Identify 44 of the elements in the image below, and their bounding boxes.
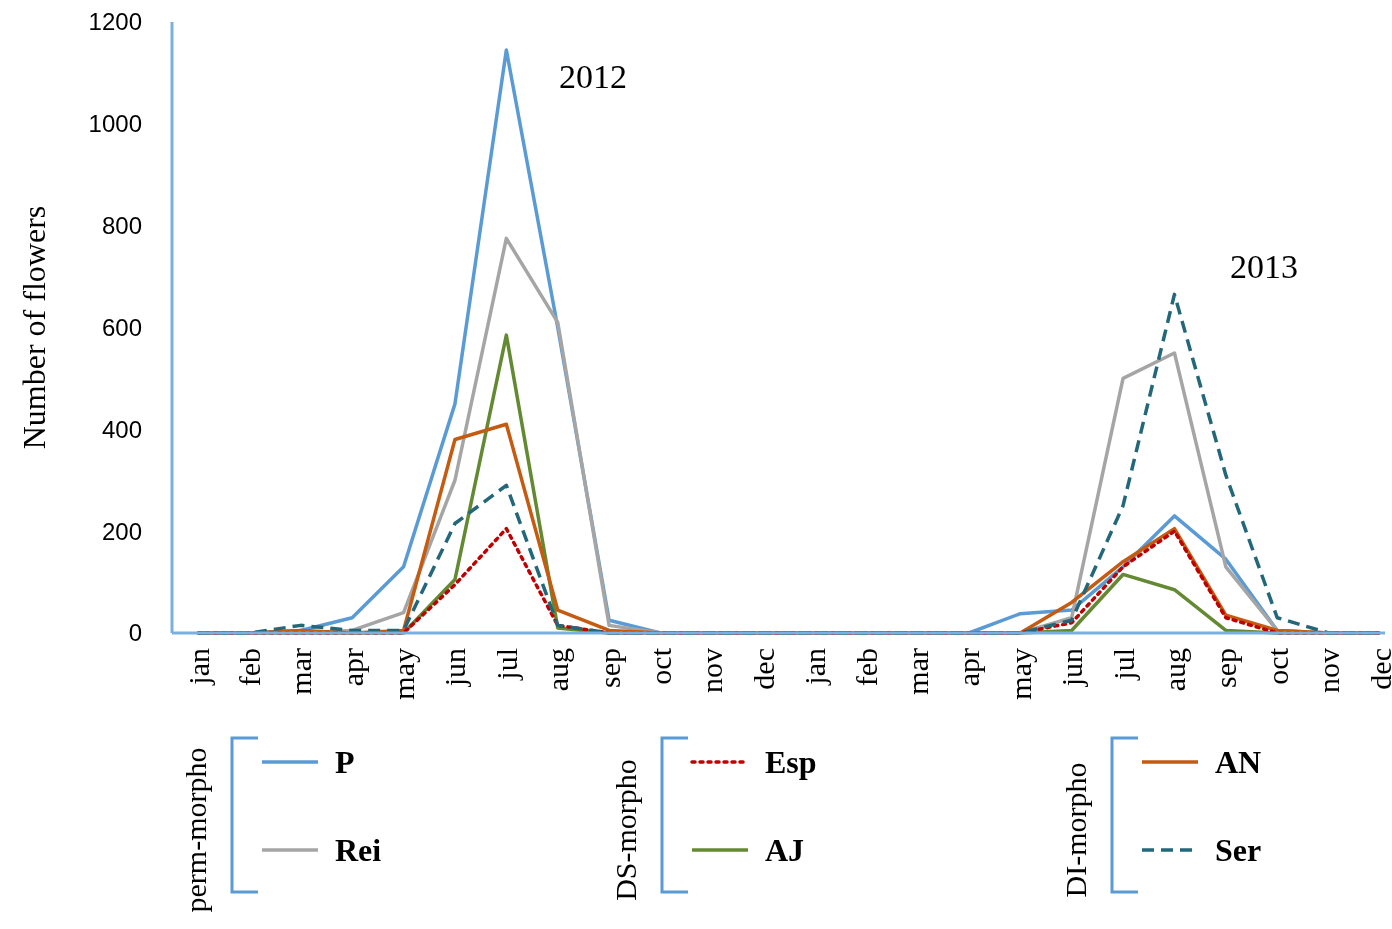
x-tick-label: aug (1157, 648, 1191, 692)
text: DS-morpho (608, 759, 642, 901)
legend-label: Ser (1215, 832, 1262, 869)
x-tick-label: jul (1106, 648, 1140, 681)
x-tick-label: oct (644, 647, 678, 685)
annotation: 2013 (1230, 248, 1298, 285)
legend-label: AJ (765, 832, 805, 869)
x-tick-label: jun (438, 648, 472, 688)
legend-label: AN (1215, 744, 1262, 781)
x-tick-label: jul (489, 648, 523, 681)
x-tick-label: may (387, 648, 421, 700)
legend-label: Rei (335, 832, 382, 869)
x-tick-label: apr (952, 648, 986, 687)
x-tick-label: jan (798, 648, 832, 686)
legend-label: P (335, 744, 355, 781)
y-tick-label: 800 (101, 212, 142, 240)
x-tick-label: apr (335, 648, 369, 687)
y-axis-title: Number of flowers (16, 205, 52, 450)
x-tick-label: mar (900, 647, 934, 695)
x-tick-label: dec (1363, 648, 1392, 690)
text: DI-morpho (1058, 762, 1092, 898)
y-tick-label: 1000 (88, 110, 142, 138)
text: perm-morpho (178, 747, 212, 913)
y-tick-label: 600 (101, 313, 142, 341)
y-tick-label: 0 (128, 619, 142, 647)
legend-label: Esp (765, 744, 817, 781)
x-tick-label: dec (746, 648, 780, 690)
x-tick-label: jun (1055, 648, 1089, 688)
x-tick-label: may (1003, 648, 1037, 700)
y-tick-label: 1200 (88, 8, 142, 36)
x-tick-label: aug (541, 648, 575, 692)
annotation: 2012 (559, 58, 627, 95)
x-tick-label: nov (695, 648, 729, 693)
x-tick-label: mar (284, 647, 318, 695)
x-tick-label: feb (849, 648, 883, 687)
y-tick-label: 200 (101, 517, 142, 545)
x-tick-label: oct (1260, 647, 1294, 685)
x-tick-label: sep (1209, 648, 1243, 688)
x-tick-label: jan (181, 648, 215, 686)
y-tick-label: 400 (101, 415, 142, 443)
x-tick-label: feb (232, 648, 266, 687)
x-tick-label: sep (592, 648, 626, 688)
line-series (196, 526, 1382, 635)
x-tick-label: nov (1312, 648, 1346, 693)
